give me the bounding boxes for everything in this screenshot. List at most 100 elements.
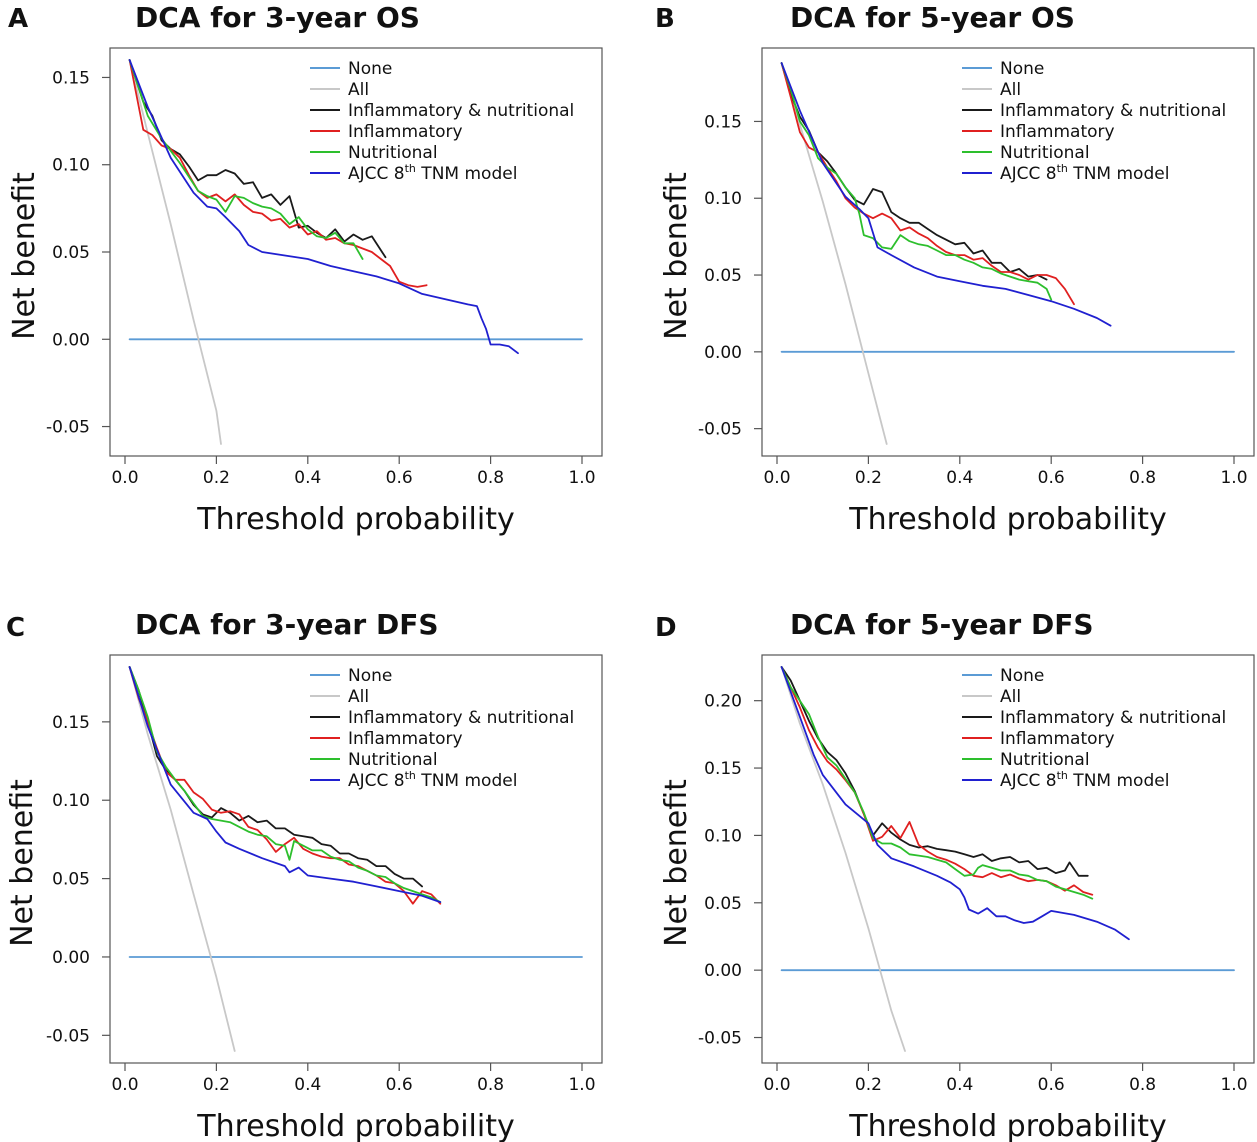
x-tick-label: 0.2: [203, 1075, 230, 1095]
legend-entry: Inflammatory & nutritional: [348, 101, 574, 121]
legend-entry: Inflammatory: [348, 729, 463, 749]
chart-title: DCA for 5-year OS: [790, 1, 1075, 34]
y-axis-label: Net benefit: [5, 779, 40, 947]
panel-letter: A: [8, 4, 28, 34]
legend-entry: AJCC 8th TNM model: [1000, 162, 1169, 184]
panel-letter: B: [655, 4, 675, 34]
x-tick-label: 0.6: [1038, 1075, 1065, 1095]
y-tick-label: 0.10: [52, 791, 90, 811]
chart-title: DCA for 5-year DFS: [790, 608, 1094, 641]
x-tick-label: 0.4: [946, 468, 973, 488]
plot-frame: [761, 654, 1255, 1064]
series-line-ajcc-8th-tnm-model: [128, 59, 519, 355]
chart-panel-d: D DCA for 5-year DFS 0.0 0.2 0.4 0.6 0.8 1.0 -0.…: [655, 608, 1255, 1142]
legend-entry: AJCC 8th TNM model: [1000, 769, 1169, 791]
chart-panel-c: C DCA for 3-year DFS 0.0 0.2 0.4 0.6 0.8 1.0 -0.…: [5, 608, 603, 1142]
x-tick-label: 0.4: [946, 1075, 973, 1095]
x-tick-label: 1.0: [1220, 468, 1247, 488]
series-line-nutritional: [128, 666, 442, 903]
y-tick-label: 0.20: [704, 692, 742, 712]
x-tick-label: 0.4: [294, 1075, 321, 1095]
series-line-inflammatory: [128, 59, 428, 288]
x-tick-label: 0.0: [763, 1075, 790, 1095]
x-tick-label: 0.8: [477, 1075, 504, 1095]
y-tick-label: 0.00: [52, 330, 90, 350]
y-axis-label: Net benefit: [659, 779, 694, 947]
x-tick-label: 0.8: [477, 468, 504, 488]
x-tick-label: 1.0: [568, 468, 595, 488]
legend-entry: None: [1000, 59, 1044, 79]
legend-entry: AJCC 8th TNM model: [348, 162, 517, 184]
y-tick-label: 0.05: [52, 243, 90, 263]
series-line-nutritional: [128, 59, 364, 260]
legend-entry: All: [1000, 687, 1021, 707]
chart-title: DCA for 3-year DFS: [135, 608, 439, 641]
legend-entry: Nutritional: [1000, 143, 1090, 163]
y-axis-label: Net benefit: [7, 172, 42, 340]
y-tick-label: 0.15: [52, 68, 90, 88]
x-axis-label: Threshold probability: [848, 502, 1166, 537]
y-axis-label: Net benefit: [659, 172, 694, 340]
y-tick-label: 0.10: [704, 189, 742, 209]
series-line-all: [780, 62, 888, 445]
series-line-nutritional: [780, 62, 1053, 301]
x-tick-label: 1.0: [1220, 1075, 1247, 1095]
x-axis-label: Threshold probability: [196, 502, 514, 537]
x-tick-label: 1.0: [568, 1075, 595, 1095]
y-tick-label: 0.05: [52, 870, 90, 890]
legend-entry: None: [348, 59, 392, 79]
legend-entry: Inflammatory: [1000, 729, 1115, 749]
chart-panel-b: B DCA for 5-year OS 0.0 0.2 0.4 0.6 0.8 1.0 -0.0…: [655, 1, 1255, 537]
chart-title: DCA for 3-year OS: [135, 1, 420, 34]
y-tick-label: -0.05: [46, 418, 90, 438]
legend-entry: AJCC 8th TNM model: [348, 769, 517, 791]
y-tick-label: 0.10: [52, 156, 90, 176]
legend-entry: None: [348, 666, 392, 686]
legend-entry: Inflammatory: [1000, 122, 1115, 142]
y-tick-label: -0.05: [698, 420, 742, 440]
panel-letter: D: [655, 613, 677, 643]
x-tick-label: 0.2: [855, 1075, 882, 1095]
y-tick-label: 0.10: [704, 826, 742, 846]
x-tick-label: 0.6: [1038, 468, 1065, 488]
series-line-inflammatory-and-nutritional: [128, 59, 387, 259]
x-tick-label: 0.2: [203, 468, 230, 488]
legend-entry: Inflammatory & nutritional: [348, 708, 574, 728]
x-axis-label: Threshold probability: [848, 1109, 1166, 1142]
panel-letter: C: [6, 613, 25, 643]
series-line-inflammatory-and-nutritional: [780, 666, 1089, 877]
legend-entry: Inflammatory: [348, 122, 463, 142]
series-line-inflammatory-and-nutritional: [780, 62, 1048, 281]
chart-panel-a: A DCA for 3-year OS 0.0 0.2 0.4 0.6 0.8 1.0 -0.0…: [7, 1, 603, 537]
x-tick-label: 0.0: [763, 468, 790, 488]
x-tick-label: 0.8: [1129, 468, 1156, 488]
x-tick-label: 0.0: [111, 1075, 138, 1095]
legend-entry: Nutritional: [1000, 750, 1090, 770]
x-tick-label: 0.4: [294, 468, 321, 488]
y-tick-label: 0.00: [704, 961, 742, 981]
y-tick-label: 0.15: [704, 112, 742, 132]
series-line-all: [128, 59, 222, 445]
legend-entry: Nutritional: [348, 750, 438, 770]
y-tick-label: 0.05: [704, 894, 742, 914]
series-line-ajcc-8th-tnm-model: [780, 666, 1130, 941]
x-axis-label: Threshold probability: [196, 1109, 514, 1142]
legend-entry: All: [1000, 80, 1021, 100]
y-tick-label: 0.00: [704, 343, 742, 363]
x-tick-label: 0.0: [111, 468, 138, 488]
y-tick-label: -0.05: [698, 1029, 742, 1049]
x-tick-label: 0.2: [855, 468, 882, 488]
plot-frame: [761, 47, 1255, 457]
series-line-all: [780, 666, 906, 1052]
y-tick-label: 0.00: [52, 948, 90, 968]
y-tick-label: 0.15: [52, 713, 90, 733]
x-tick-label: 0.8: [1129, 1075, 1156, 1095]
series-line-inflammatory: [128, 666, 442, 905]
legend-entry: None: [1000, 666, 1044, 686]
series-line-ajcc-8th-tnm-model: [128, 666, 442, 903]
y-tick-label: -0.05: [46, 1026, 90, 1046]
y-tick-label: 0.05: [704, 266, 742, 286]
legend-entry: All: [348, 687, 369, 707]
legend-entry: Inflammatory & nutritional: [1000, 708, 1226, 728]
